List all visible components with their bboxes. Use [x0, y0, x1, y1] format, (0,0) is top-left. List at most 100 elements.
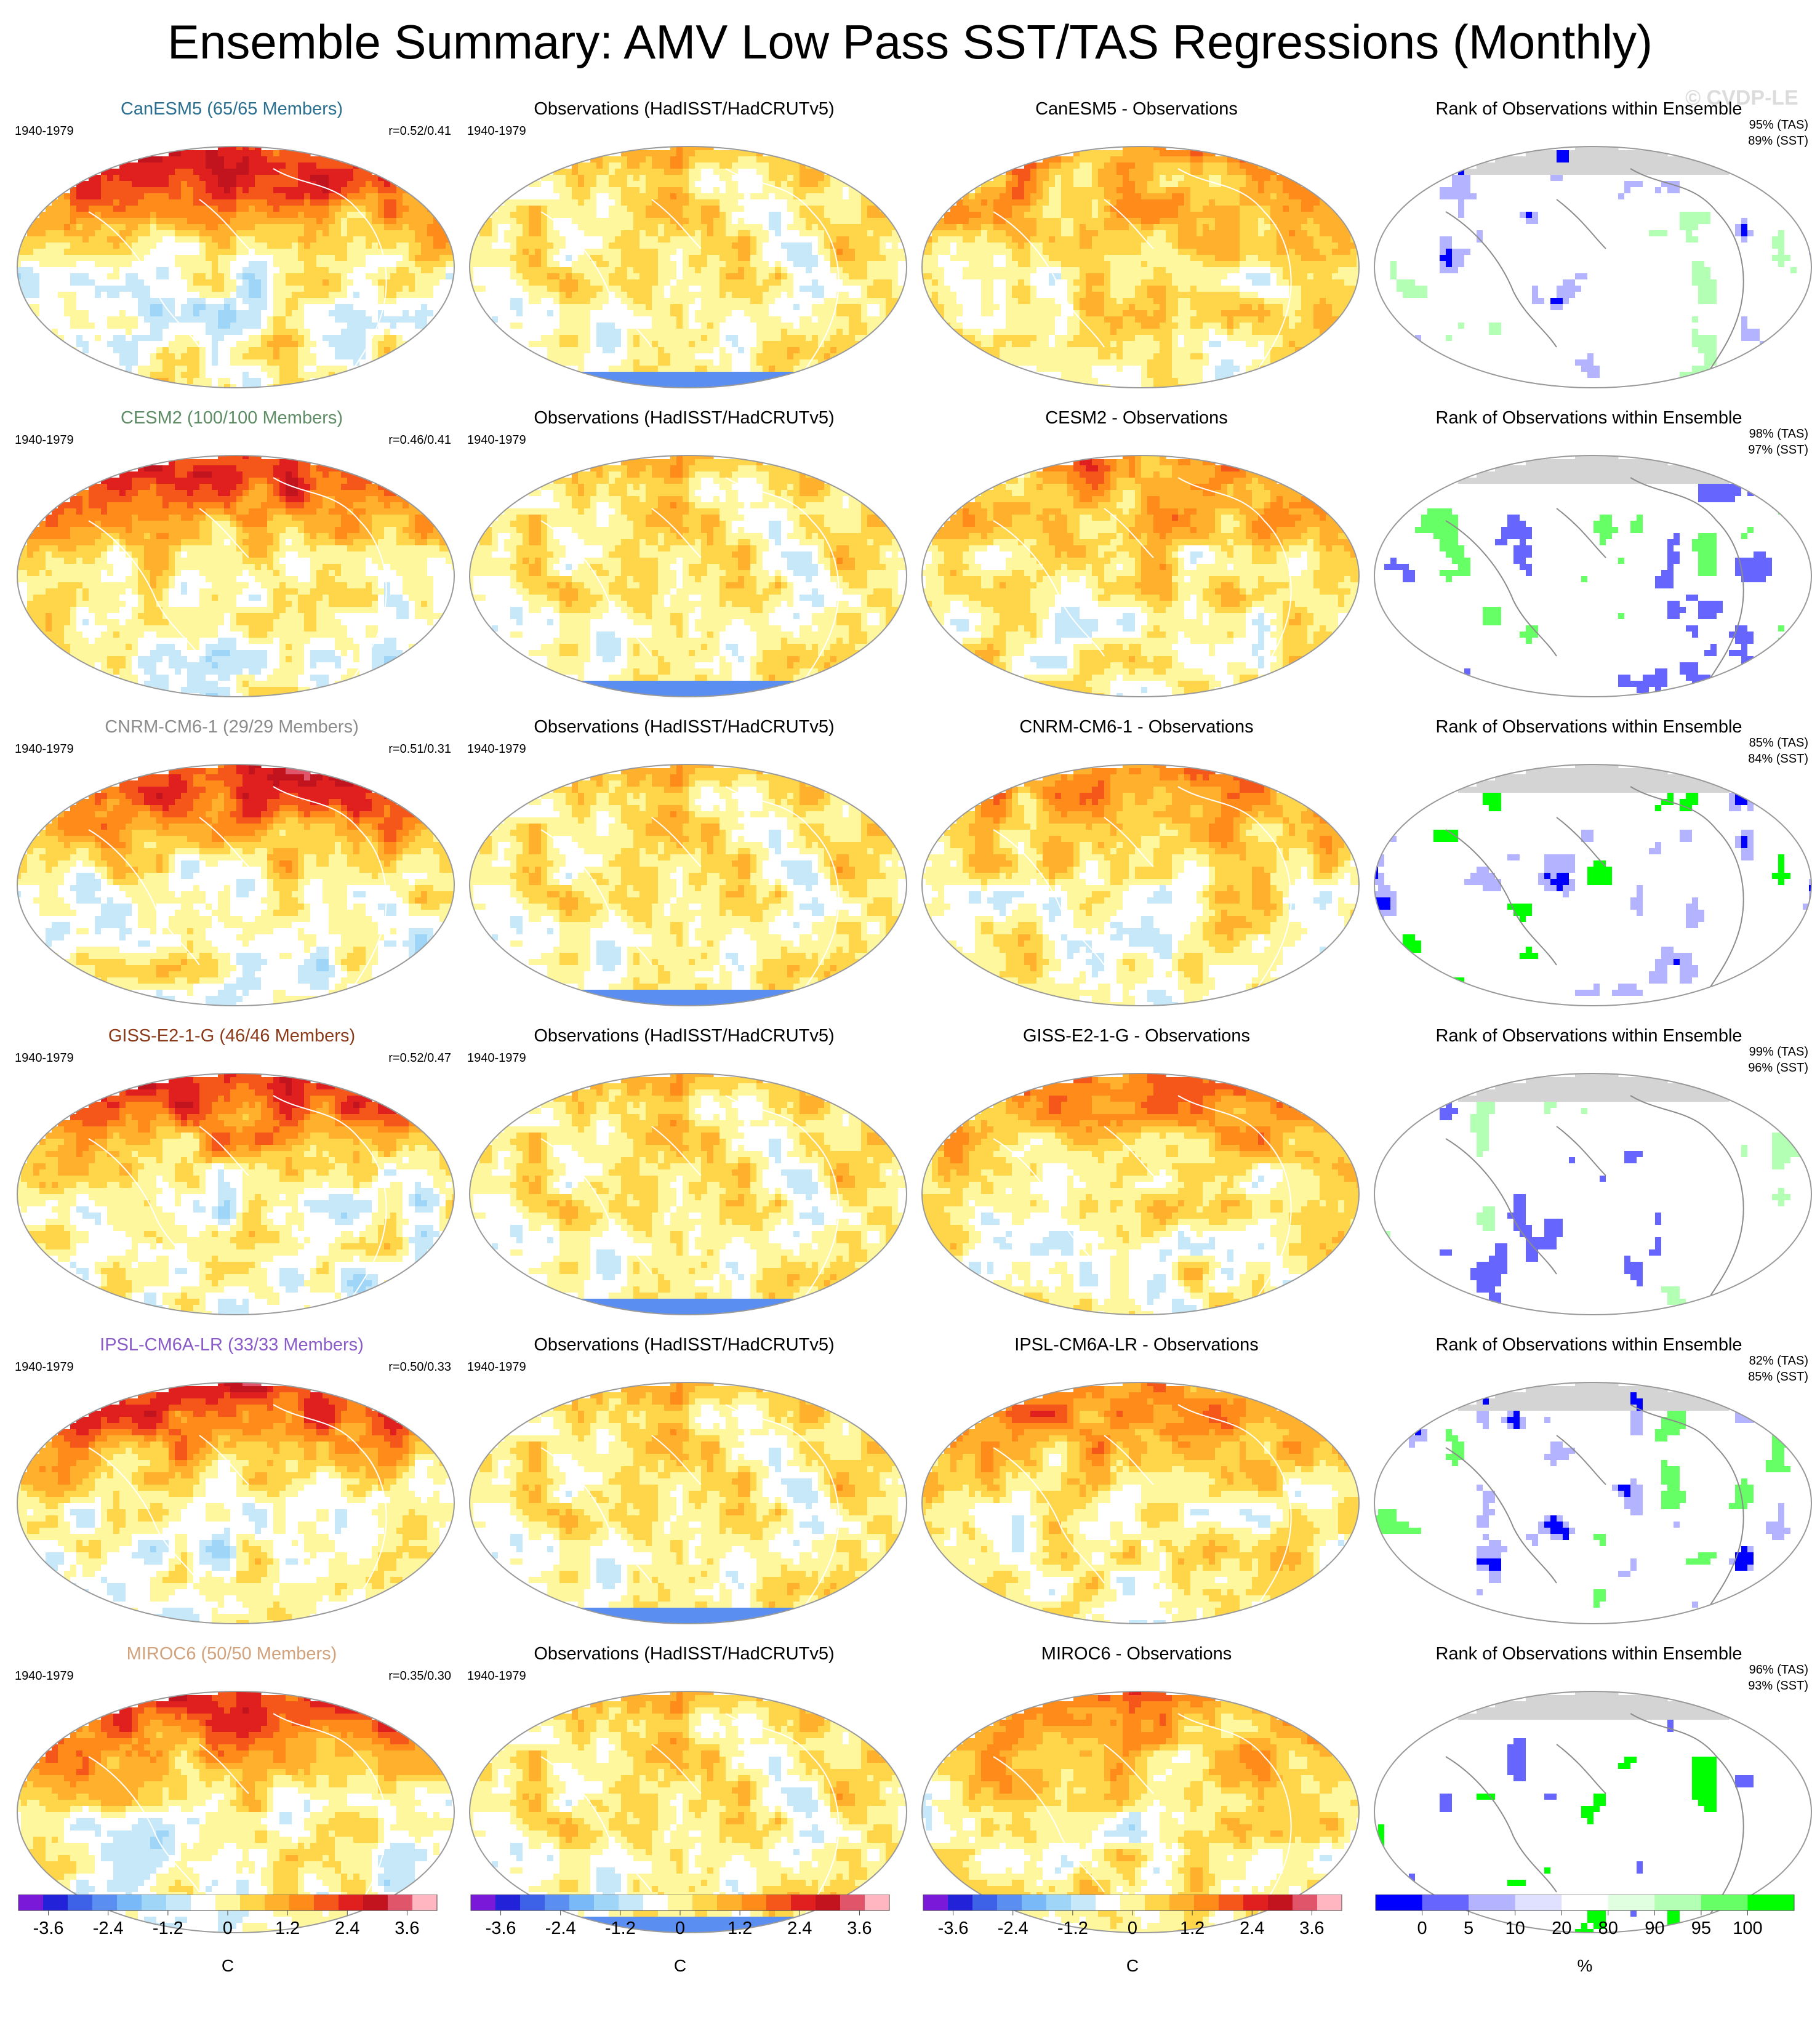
map-border: [921, 146, 1360, 388]
map-panel-obs: Observations (HadISST/HadCRUTv5) 1940-197…: [459, 1328, 910, 1636]
colorbar-tick-label: 95: [1691, 1919, 1711, 1938]
colorbar-bin: [339, 1895, 364, 1911]
rank-tas-label: 82% (TAS): [1749, 1354, 1808, 1368]
map-field: [470, 146, 907, 388]
coastline: [540, 786, 840, 996]
colorbar-bin: [1422, 1895, 1469, 1911]
colorbar-tick-label: 90: [1645, 1919, 1664, 1938]
map-field: [470, 455, 907, 697]
colorbar-bin: [166, 1895, 191, 1911]
panel-title: CESM2 (100/100 Members): [6, 407, 457, 428]
correlation-label: r=0.35/0.30: [388, 1669, 451, 1683]
period-label: 1940-1979: [15, 742, 74, 756]
map-rank-canesm5: [1374, 146, 1812, 388]
coastline: [540, 1095, 840, 1305]
coastline: [993, 1713, 1292, 1923]
colorbar-bin: [265, 1895, 290, 1911]
colorbar-svg: -3.6 -2.4 -1.2 0 1.2 2.4 3.6: [470, 1895, 890, 1938]
map-panel-rank: Rank of Observations within Ensemble 85% …: [1363, 710, 1814, 1018]
map-panel-diff: CanESM5 - Observations: [911, 92, 1362, 400]
map-border: [921, 1691, 1360, 1933]
panel-title: Rank of Observations within Ensemble: [1363, 98, 1814, 119]
colorbar-tick-label: 1.2: [275, 1919, 300, 1938]
coastline: [1445, 168, 1744, 379]
colorbar-tick-label: 1.2: [728, 1919, 752, 1938]
panel-title: Observations (HadISST/HadCRUTv5): [459, 98, 910, 119]
map-field: [470, 1382, 907, 1624]
coastline: [1445, 477, 1744, 688]
panel-title: MIROC6 (50/50 Members): [6, 1643, 457, 1664]
colorbar-bin: [668, 1895, 693, 1911]
colorbar-bin: [1654, 1895, 1702, 1911]
colorbar-tick-label: 3.6: [1299, 1919, 1324, 1938]
map-panel-diff: GISS-E2-1-G - Observations: [911, 1019, 1362, 1327]
colorbar-bin: [742, 1895, 767, 1911]
colorbar-tick-label: 2.4: [787, 1919, 812, 1938]
map-border: [1374, 1073, 1812, 1315]
colorbar-tick-label: -2.4: [93, 1919, 124, 1938]
map-border: [17, 1691, 455, 1933]
watermark: © CVDP-LE: [1674, 86, 1810, 110]
colorbar-tick-label: -3.6: [33, 1919, 64, 1938]
colorbar-bin: [1515, 1895, 1562, 1911]
map-panel-obs: Observations (HadISST/HadCRUTv5) 1940-197…: [459, 401, 910, 709]
colorbar-bin: [1701, 1895, 1748, 1911]
map-panel-model: IPSL-CM6A-LR (33/33 Members) 1940-1979 r=0…: [6, 1328, 457, 1636]
colorbar-svg: -3.6 -2.4 -1.2 0 1.2 2.4 3.6: [923, 1895, 1342, 1938]
colorbar-bin: [545, 1895, 570, 1911]
map-field: [1374, 1073, 1811, 1315]
colorbar-bin: [1219, 1895, 1244, 1911]
map-border: [469, 1382, 907, 1624]
colorbar-tick-label: -2.4: [545, 1919, 576, 1938]
map-field: [470, 764, 907, 1006]
map-border: [1374, 1691, 1812, 1933]
map-panel-obs: Observations (HadISST/HadCRUTv5) 1940-197…: [459, 1019, 910, 1327]
panel-title: Rank of Observations within Ensemble: [1363, 1643, 1814, 1664]
colorbar-bin: [68, 1895, 93, 1911]
rank-tas-label: 98% (TAS): [1749, 427, 1808, 441]
colorbar: -3.6 -2.4 -1.2 0 1.2 2.4 3.6 C: [917, 1895, 1348, 1999]
map-model-canesm5: [17, 146, 455, 388]
period-label: 1940-1979: [467, 1360, 526, 1374]
coastline: [993, 1095, 1292, 1305]
panel-title: Observations (HadISST/HadCRUTv5): [459, 1334, 910, 1355]
colorbar-tick-label: -1.2: [605, 1919, 636, 1938]
coastline: [88, 168, 387, 379]
map-panel-model: CanESM5 (65/65 Members) 1940-1979 r=0.52/0…: [6, 92, 457, 400]
map-border: [469, 1073, 907, 1315]
colorbar-bin: [289, 1895, 315, 1911]
rank-tas-label: 95% (TAS): [1749, 118, 1808, 132]
colorbar-bin: [412, 1895, 438, 1911]
panel-title: IPSL-CM6A-LR - Observations: [911, 1334, 1362, 1355]
colorbar-bin: [972, 1895, 998, 1911]
map-field: [1374, 455, 1811, 697]
map-field: [922, 1073, 1359, 1315]
map-diff-ipsl-cm6a-lr: [921, 1382, 1360, 1624]
colorbar-frame: [1375, 1895, 1795, 1911]
panel-title: Rank of Observations within Ensemble: [1363, 407, 1814, 428]
map-diff-cnrm-cm6-1: [921, 764, 1360, 1006]
coastline: [1445, 1404, 1744, 1614]
rank-sst-label: 89% (SST): [1748, 134, 1808, 148]
colorbar-bin: [520, 1895, 545, 1911]
coastline: [1445, 1095, 1744, 1305]
map-border: [921, 1073, 1360, 1315]
correlation-label: r=0.52/0.41: [388, 124, 451, 138]
map-model-giss-e2-1-g: [17, 1073, 455, 1315]
period-label: 1940-1979: [15, 1360, 74, 1374]
rank-sst-label: 97% (SST): [1748, 443, 1808, 457]
map-border: [17, 455, 455, 697]
map-field: [17, 1073, 454, 1315]
map-panel-rank: Rank of Observations within Ensemble 99% …: [1363, 1019, 1814, 1327]
map-panel-model: CNRM-CM6-1 (29/29 Members) 1940-1979 r=0.5…: [6, 710, 457, 1018]
colorbar-bin: [363, 1895, 388, 1911]
colorbar-bin: [1561, 1895, 1609, 1911]
map-field: [17, 1691, 454, 1933]
map-panel-model: MIROC6 (50/50 Members) 1940-1979 r=0.35/0.…: [6, 1637, 457, 1945]
map-panel-model: GISS-E2-1-G (46/46 Members) 1940-1979 r=0.…: [6, 1019, 457, 1327]
coastline: [993, 168, 1292, 379]
colorbar-bin: [18, 1895, 44, 1911]
coastline: [88, 477, 387, 688]
map-border: [1374, 764, 1812, 1006]
colorbar-bin: [1096, 1895, 1121, 1911]
